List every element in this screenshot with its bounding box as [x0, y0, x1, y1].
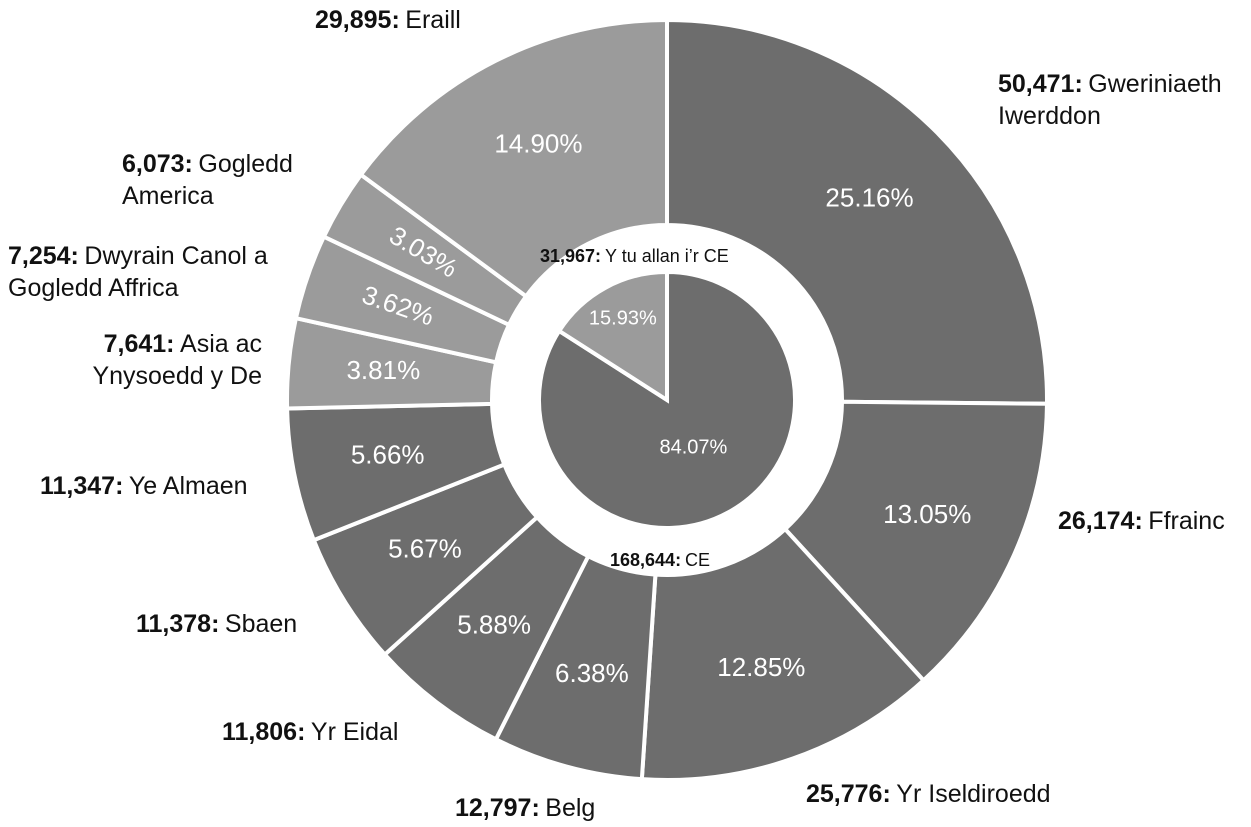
category-name: Yr Eidal — [310, 718, 399, 746]
value-label: 6,073: — [122, 150, 193, 178]
category-name: Yr Iseldiroedd — [896, 780, 1051, 808]
percent-label: 15.93% — [589, 308, 657, 330]
value-label: 7,254: — [8, 242, 79, 270]
value-label: 25,776: — [806, 780, 891, 808]
category-name: Gogledd America — [122, 150, 293, 210]
value-label: 12,797: — [455, 794, 540, 822]
outer-slice — [665, 17, 1049, 406]
percent-label: 13.05% — [883, 499, 971, 529]
category-label: 31,967: Y tu allan i’r CE — [540, 246, 729, 267]
category-name: Gweriniaeth Iwerddon — [998, 70, 1222, 130]
value-label: 26,174: — [1058, 507, 1143, 535]
category-label: 11,347: Ye Almaen — [40, 470, 300, 502]
category-name: Eraill — [405, 6, 461, 34]
category-label: 12,797: Belg — [455, 792, 655, 824]
category-label: 25,776: Yr Iseldiroedd — [806, 778, 1106, 810]
category-name: Sbaen — [224, 610, 298, 638]
category-label: 26,174: Ffrainc — [1058, 505, 1248, 537]
outer-slice — [782, 399, 1050, 684]
percent-label: 6.38% — [555, 658, 629, 688]
category-name: Asia ac Ynysoedd y De — [92, 330, 262, 390]
category-label: 29,895: Eraill — [315, 4, 555, 36]
value-label: 11,806: — [222, 718, 306, 746]
outer-slice — [639, 526, 927, 782]
percent-label: 14.90% — [494, 129, 582, 159]
value-label: 168,644: — [610, 550, 682, 570]
category-name: Ye Almaen — [128, 472, 248, 500]
percent-label: 12.85% — [717, 652, 805, 682]
percent-label: 84.07% — [659, 437, 727, 459]
inner-slice — [556, 269, 669, 404]
category-name: Y tu allan i’r CE — [605, 246, 729, 266]
percent-label: 3.81% — [346, 355, 420, 385]
category-label: 7,254: Dwyrain Canol a Gogledd Affrica — [8, 240, 298, 304]
value-label: 29,895: — [315, 6, 400, 34]
outer-slice — [358, 17, 669, 300]
value-label: 11,378: — [136, 610, 220, 638]
percent-label: 25.16% — [825, 182, 913, 212]
category-name: Ffrainc — [1148, 507, 1225, 535]
value-label: 31,967: — [540, 246, 602, 266]
category-name: Dwyrain Canol a Gogledd Affrica — [8, 242, 268, 302]
value-label: 11,347: — [40, 472, 124, 500]
category-label: 7,641: Asia ac Ynysoedd y De — [62, 328, 262, 392]
category-label: 11,806: Yr Eidal — [222, 716, 442, 748]
value-label: 50,471: — [998, 70, 1083, 98]
percent-label: 5.88% — [457, 609, 531, 639]
value-label: 7,641: — [103, 330, 175, 358]
category-label: 168,644: CE — [610, 550, 710, 571]
category-label: 50,471: Gweriniaeth Iwerddon — [998, 68, 1222, 132]
percent-label: 5.67% — [388, 533, 462, 563]
category-name: Belg — [545, 794, 596, 822]
percent-label: 5.66% — [351, 440, 425, 470]
category-label: 11,378: Sbaen — [136, 608, 336, 640]
category-label: 6,073: Gogledd America — [122, 148, 337, 212]
category-name: CE — [685, 550, 711, 570]
